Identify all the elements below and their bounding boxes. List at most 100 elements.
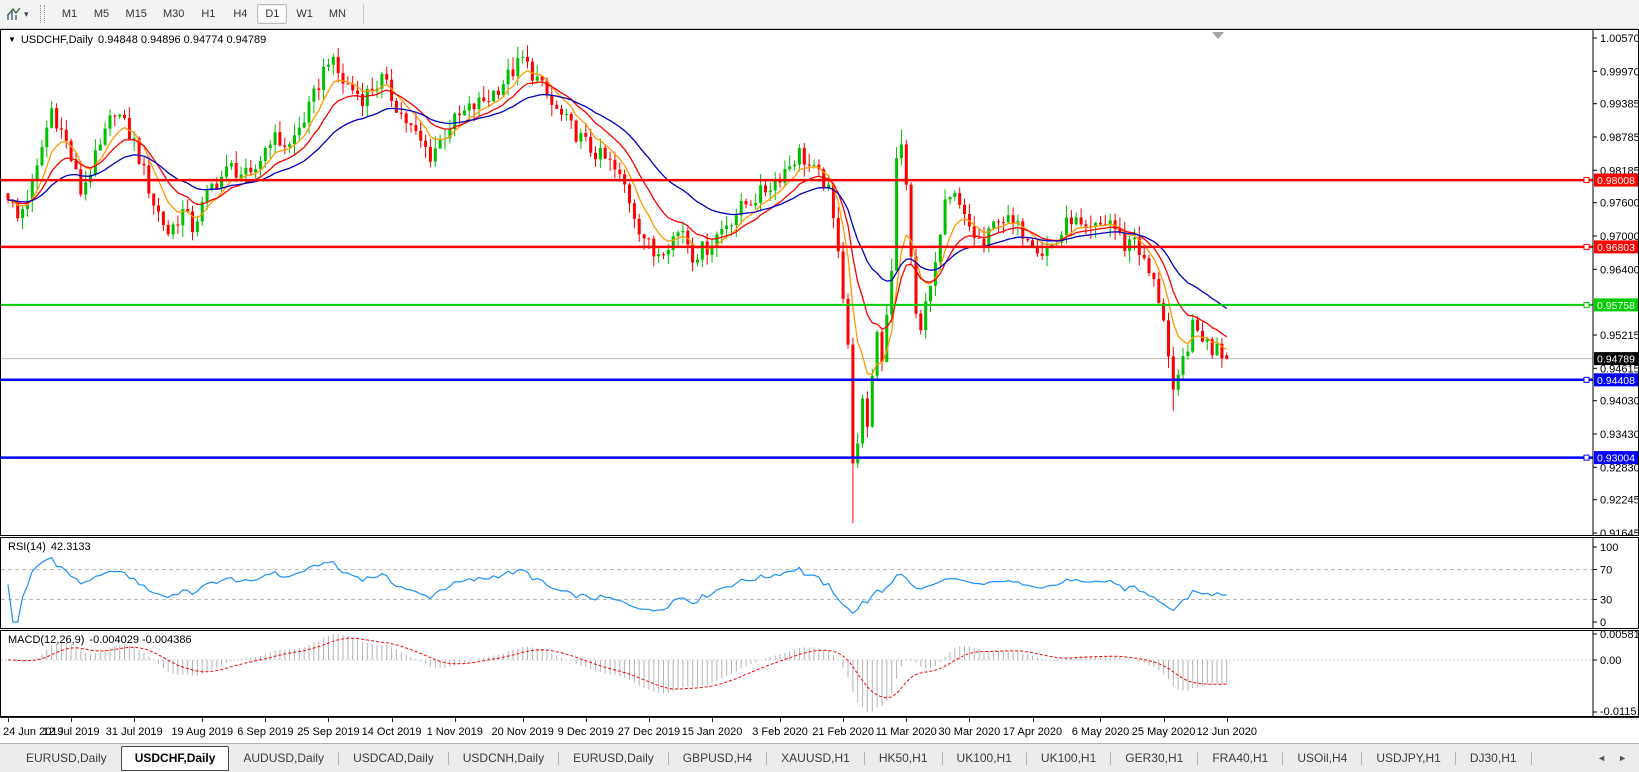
price-badge-0.94408: 0.94408 xyxy=(1594,373,1638,387)
chart-tab-gbpusd-h4[interactable]: GBPUSD,H4 xyxy=(682,750,753,765)
candles-layer xyxy=(6,45,1229,524)
y-tick-label: 0.97000 xyxy=(1600,231,1638,243)
chart-tab-xauusd-h1[interactable]: XAUUSD,H1 xyxy=(781,750,850,765)
y-tick-label: 0.93430 xyxy=(1600,429,1638,441)
date-tick xyxy=(648,718,650,722)
y-tick-label: 0.98785 xyxy=(1600,132,1638,144)
tab-separator xyxy=(1025,751,1027,765)
chart-tab-ger30-h1[interactable]: GER30,H1 xyxy=(1125,750,1184,765)
chart-tab-usdcad-daily[interactable]: USDCAD,Daily xyxy=(353,750,434,765)
rsi-panel[interactable]: 100 70 30 0 RSI(14) 42.3133 xyxy=(0,537,1639,629)
y-tick-label: 0.99970 xyxy=(1600,66,1638,78)
timeframe-buttons: M1 M5 M15 M30 H1 H4 D1 W1 MN xyxy=(54,4,354,24)
timeframe-button-h1[interactable]: H1 xyxy=(201,8,216,20)
svg-text:0.96803: 0.96803 xyxy=(1597,242,1635,254)
tab-scroll-arrows: ◄ ► xyxy=(1597,753,1627,763)
price-badge-0.95758: 0.95758 xyxy=(1594,298,1638,312)
date-tick xyxy=(1100,718,1102,722)
timeframe-button-m15[interactable]: M15 xyxy=(125,8,147,20)
tabs-scroll-left-icon[interactable]: ◄ xyxy=(1597,753,1607,763)
date-label: 20 Nov 2019 xyxy=(491,726,554,738)
macd-tick-label: 0.005818 xyxy=(1600,631,1638,641)
collapse-triangle-icon: ▼ xyxy=(8,35,16,44)
chart-tab-eurusd-daily[interactable]: EURUSD,Daily xyxy=(573,750,654,765)
tab-separator xyxy=(558,751,560,765)
date-label: 31 Jul 2019 xyxy=(105,726,163,738)
line-handle xyxy=(1583,376,1590,383)
date-label: 9 Dec 2019 xyxy=(557,726,614,738)
date-tick xyxy=(585,718,587,722)
date-axis[interactable]: 24 Jun 2019 12 Jul 2019 31 Jul 2019 19 Aug … xyxy=(0,717,1639,743)
tab-separator xyxy=(1282,751,1284,765)
tabs-scroll-right-icon[interactable]: ► xyxy=(1618,753,1627,763)
chart-title: ▼ USDCHF,Daily 0.94848 0.94896 0.94774 0.9… xyxy=(8,34,271,46)
svg-text:0.95758: 0.95758 xyxy=(1597,300,1635,312)
macd-canvas[interactable]: 0.005818 0.00 -0.011514 xyxy=(1,631,1638,716)
rsi-tick-label: 70 xyxy=(1600,565,1612,577)
macd-tick-label: 0.00 xyxy=(1600,655,1621,667)
chart-tab-usdchf-daily[interactable]: USDCHF,Daily xyxy=(120,745,230,771)
y-tick-label: 0.91645 xyxy=(1600,528,1638,535)
chart-tab-usdcnh-daily[interactable]: USDCNH,Daily xyxy=(462,750,545,765)
timeframe-button-m30[interactable]: M30 xyxy=(162,8,185,20)
svg-text:0.94789: 0.94789 xyxy=(1597,354,1635,366)
rsi-canvas[interactable]: 100 70 30 0 xyxy=(1,538,1638,628)
date-tick xyxy=(843,718,845,722)
rsi-name: RSI(14) xyxy=(8,541,46,553)
chart-tab-dj30-h1[interactable]: DJ30,H1 xyxy=(1469,750,1517,765)
timeframe-button-d1[interactable]: D1 xyxy=(257,4,288,24)
dropdown-caret-icon[interactable]: ▾ xyxy=(24,8,29,19)
main-chart-panel[interactable]: 1.00570 0.99970 0.99385 0.98785 0.98185 0.976… xyxy=(0,29,1639,536)
y-tick-label: 0.92245 xyxy=(1600,495,1638,507)
chart-tab-usoil-h4[interactable]: USOil,H4 xyxy=(1297,750,1348,765)
timeframe-toolbar: ▾ M1 M5 M15 M30 H1 H4 D1 W1 MN xyxy=(0,0,1639,29)
timeframe-button-m5[interactable]: M5 xyxy=(93,8,110,20)
y-tick-label: 0.94615 xyxy=(1600,363,1638,375)
chart-tab-usdjpy-h1[interactable]: USDJPY,H1 xyxy=(1376,750,1441,765)
chart-tab-fra40-h1[interactable]: FRA40,H1 xyxy=(1212,750,1269,765)
date-label: 11 Mar 2020 xyxy=(875,726,937,738)
ma-line-fast xyxy=(7,70,1228,375)
macd-current-values: -0.004029 -0.004386 xyxy=(89,634,192,646)
timeframe-button-m1[interactable]: M1 xyxy=(61,8,78,20)
date-tick xyxy=(1226,718,1228,722)
svg-text:0.93004: 0.93004 xyxy=(1597,453,1635,465)
date-label: 15 Jan 2020 xyxy=(681,726,743,738)
timeframe-button-h4[interactable]: H4 xyxy=(233,8,248,20)
chart-tab-uk100-h1[interactable]: UK100,H1 xyxy=(956,750,1012,765)
moving-averages-layer xyxy=(7,70,1228,375)
chart-tab-audusd-daily[interactable]: AUDUSD,Daily xyxy=(243,750,325,765)
price-axis[interactable]: 1.005700.999700.993850.987850.981850.976… xyxy=(1592,30,1638,535)
tab-separator xyxy=(338,751,340,765)
toolbar-separator xyxy=(362,4,364,24)
line-handle xyxy=(1583,243,1590,250)
timeframe-button-mn[interactable]: MN xyxy=(328,8,346,20)
macd-panel[interactable]: 0.005818 0.00 -0.011514 MACD(12,26,9) -0.00… xyxy=(0,630,1639,717)
chart-tabs-bar: EURUSD,Daily USDCHF,Daily AUDUSD,Daily USDC… xyxy=(0,743,1639,772)
chart-tool-icon xyxy=(7,7,21,20)
date-label: 6 Sep 2019 xyxy=(237,726,294,738)
horizontal-price-lines[interactable] xyxy=(1,177,1593,461)
chart-tab-uk100-h1[interactable]: UK100,H1 xyxy=(1040,750,1097,765)
date-label: 19 Aug 2019 xyxy=(171,726,234,738)
price-badge-0.96803: 0.96803 xyxy=(1594,240,1638,254)
y-tick-label: 0.92830 xyxy=(1600,462,1638,474)
chart-tab-eurusd-daily[interactable]: EURUSD,Daily xyxy=(26,750,107,765)
timeframe-button-w1[interactable]: W1 xyxy=(296,8,313,20)
rsi-tick-label: 0 xyxy=(1600,617,1606,628)
tab-separator xyxy=(1530,751,1532,765)
main-chart-canvas[interactable]: 1.005700.999700.993850.987850.981850.976… xyxy=(1,30,1638,535)
chart-tab-hk50-h1[interactable]: HK50,H1 xyxy=(878,750,928,765)
chart-shift-marker-icon[interactable] xyxy=(1212,32,1224,39)
ma-line-slow xyxy=(7,93,1228,310)
macd-axis[interactable]: 0.005818 0.00 -0.011514 xyxy=(1592,631,1638,716)
y-tick-label: 0.99385 xyxy=(1600,99,1638,111)
date-tick xyxy=(522,718,524,722)
toolbar-grip[interactable] xyxy=(39,5,45,23)
tab-separator xyxy=(447,751,449,765)
y-tick-label: 0.97600 xyxy=(1600,198,1638,210)
price-badge-0.93004: 0.93004 xyxy=(1594,451,1638,465)
rsi-axis[interactable]: 100 70 30 0 xyxy=(1592,538,1618,628)
chart-tools-button[interactable]: ▾ xyxy=(0,0,34,28)
